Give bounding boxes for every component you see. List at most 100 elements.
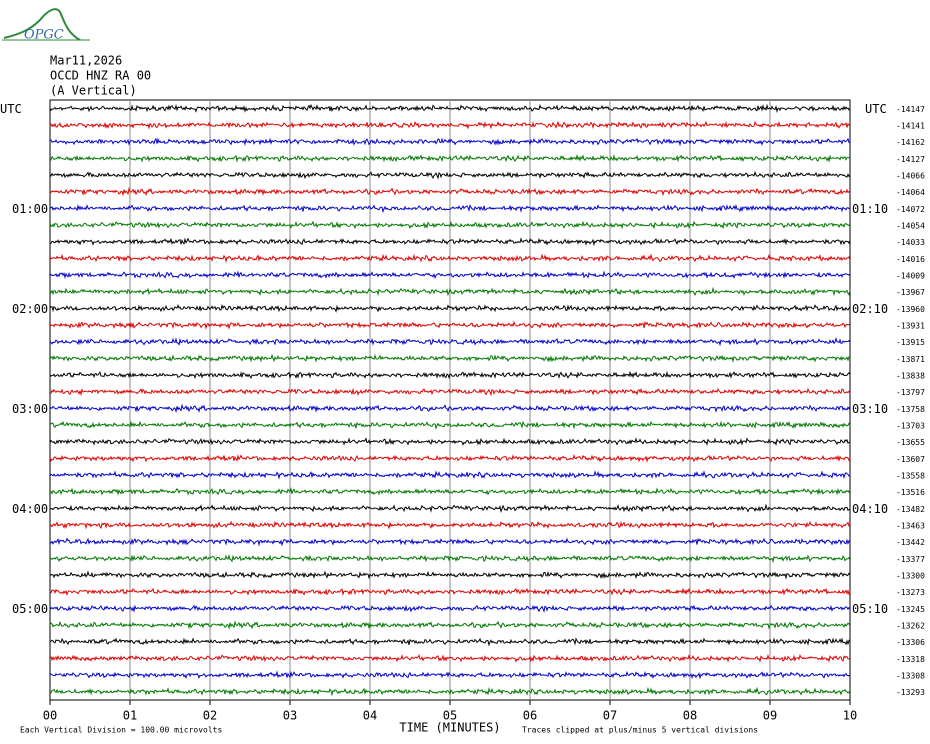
trace [49,120,851,130]
trace [49,503,851,513]
offset-label: -13262 [896,622,925,631]
trace [49,420,851,430]
right-time-label: 01:10 [852,202,888,216]
left-time-label: UTC [0,102,22,116]
left-time-label: 05:00 [12,602,48,616]
offset-label: -14016 [896,255,925,264]
trace [49,537,851,547]
right-time-label: 05:10 [852,602,888,616]
trace [49,237,851,247]
offset-label: -13306 [896,638,925,647]
left-time-label: 01:00 [12,202,48,216]
left-time-label: 04:00 [12,502,48,516]
offset-label: -13703 [896,422,925,431]
offset-label: -14147 [896,105,925,114]
trace [49,604,851,613]
trace [49,320,851,330]
trace [49,353,851,364]
offset-label: -14127 [896,155,925,164]
offset-label: -13655 [896,438,925,447]
trace [49,337,851,347]
offset-label: -14162 [896,138,925,147]
offset-label: -13607 [896,455,925,464]
right-time-label: 03:10 [852,402,888,416]
trace [49,186,851,197]
offset-label: -13300 [896,572,925,581]
trace [49,470,851,480]
offset-label: -14066 [896,172,925,181]
left-time-label: 03:00 [12,402,48,416]
x-tick-label: 08 [683,709,697,723]
offset-label: -13377 [896,555,925,564]
offset-label: -14072 [896,205,925,214]
x-tick-label: 06 [523,709,537,723]
x-axis-title: TIME (MINUTES) [399,721,500,735]
offset-label: -13442 [896,538,925,547]
trace [49,253,851,264]
offset-label: -13960 [896,305,925,314]
x-tick-label: 10 [843,709,857,723]
trace [50,204,851,214]
offset-label: -14064 [896,188,925,197]
trace [49,637,851,647]
trace [49,103,851,114]
offset-label: -13967 [896,288,925,297]
trace [49,370,851,380]
trace [49,303,851,313]
trace [49,153,851,163]
offset-label: -13516 [896,488,925,497]
offset-label: -14054 [896,222,925,231]
left-time-label: 02:00 [12,302,48,316]
trace [50,486,851,496]
trace [49,453,851,464]
offset-label: -14009 [896,272,925,281]
x-tick-label: 00 [43,709,57,723]
trace [49,520,851,530]
x-tick-label: 07 [603,709,617,723]
x-tick-label: 04 [363,709,377,723]
offset-label: -13931 [896,322,925,331]
offset-label: -13245 [896,605,925,614]
trace [49,437,851,447]
scale-note: Each Vertical Division = 100.00 microvol… [20,726,222,735]
offset-label: -13758 [896,405,925,414]
x-tick-label: 03 [283,709,297,723]
offset-label: -13463 [896,522,925,531]
trace [49,653,851,663]
offset-label: -13293 [896,688,925,697]
clip-note: Traces clipped at plus/minus 5 vertical … [522,726,758,735]
offset-label: -13558 [896,472,925,481]
right-time-label: UTC [865,102,887,116]
x-tick-label: 02 [203,709,217,723]
x-tick-label: 01 [123,709,137,723]
trace [49,270,851,280]
x-tick-label: 05 [443,709,457,723]
trace [49,220,851,230]
trace [49,170,851,180]
offset-label: -13797 [896,388,925,397]
component: (A Vertical) [50,84,137,98]
trace [49,686,851,697]
offset-label: -13915 [896,338,925,347]
logo-text: OPGC [24,28,64,43]
trace [49,570,851,580]
trace [49,587,851,596]
trace [49,670,851,680]
offset-label: -13308 [896,672,925,681]
logo: OPGC [2,8,90,43]
trace [49,387,851,397]
x-tick-label: 09 [763,709,777,723]
trace [49,620,851,630]
station: OCCD HNZ RA 00 [50,69,151,83]
right-time-label: 02:10 [852,302,888,316]
trace [49,553,851,564]
offset-label: -13482 [896,505,925,514]
offset-label: -14141 [896,122,925,131]
offset-label: -14033 [896,238,925,247]
offset-label: -13318 [896,655,925,664]
offset-label: -13871 [896,355,925,364]
right-time-label: 04:10 [852,502,888,516]
date: Mar11,2026 [50,54,122,68]
logo-curve [3,8,81,41]
